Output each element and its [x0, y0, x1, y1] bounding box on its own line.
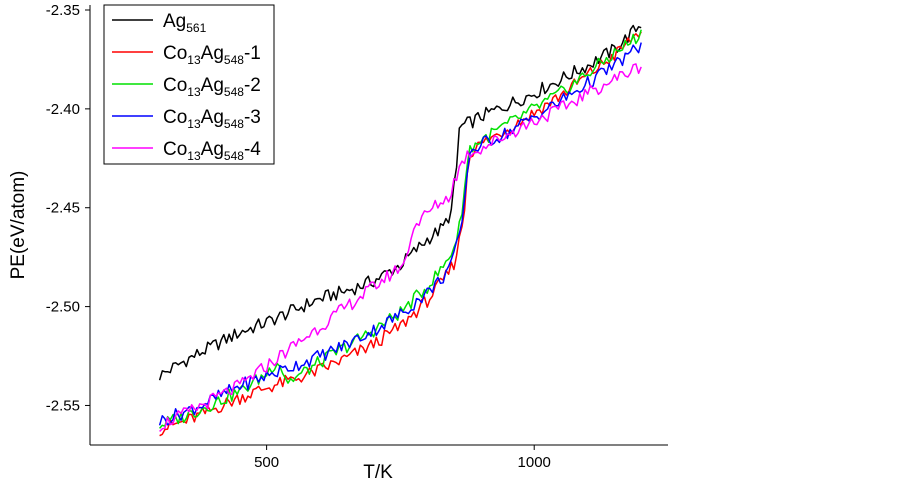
series-line-5: [159, 63, 642, 432]
legend-label-1: Ag561: [163, 11, 207, 35]
series-line-2: [159, 31, 642, 437]
y-axis-title: PE(eV/atom): [8, 171, 29, 280]
series-layer: [158, 24, 642, 437]
legend: Ag561 Co13Ag548-1 Co13Ag548-2 Co13Ag548-3 Co…: [103, 4, 275, 165]
legend-entries: Ag561 Co13Ag548-1 Co13Ag548-2 Co13Ag548-3 Co…: [112, 11, 261, 163]
y-tick-label: -2.40: [46, 101, 80, 118]
series-line-1: [158, 24, 642, 381]
y-tick-label: -2.35: [46, 2, 80, 19]
legend-label-2: Co13Ag548-1: [163, 43, 261, 67]
x-axis-title: T/K: [363, 462, 393, 483]
x-tick-group: 500 1000: [254, 445, 551, 471]
y-tick-label: -2.55: [46, 397, 80, 414]
legend-label-3: Co13Ag548-2: [163, 75, 261, 99]
y-tick-label: -2.50: [46, 299, 80, 316]
y-tick-label: -2.45: [46, 200, 80, 217]
x-tick-label: 1000: [518, 454, 551, 471]
plot-area: -2.35 -2.40 -2.45 -2.50 -2.55 500 1000: [46, 2, 668, 471]
y-tick-group: -2.35 -2.40 -2.45 -2.50 -2.55: [46, 2, 90, 414]
legend-label-4: Co13Ag548-3: [163, 107, 261, 131]
series-line-4: [158, 42, 642, 426]
x-tick-label: 500: [254, 454, 279, 471]
legend-label-5: Co13Ag548-4: [163, 139, 261, 163]
